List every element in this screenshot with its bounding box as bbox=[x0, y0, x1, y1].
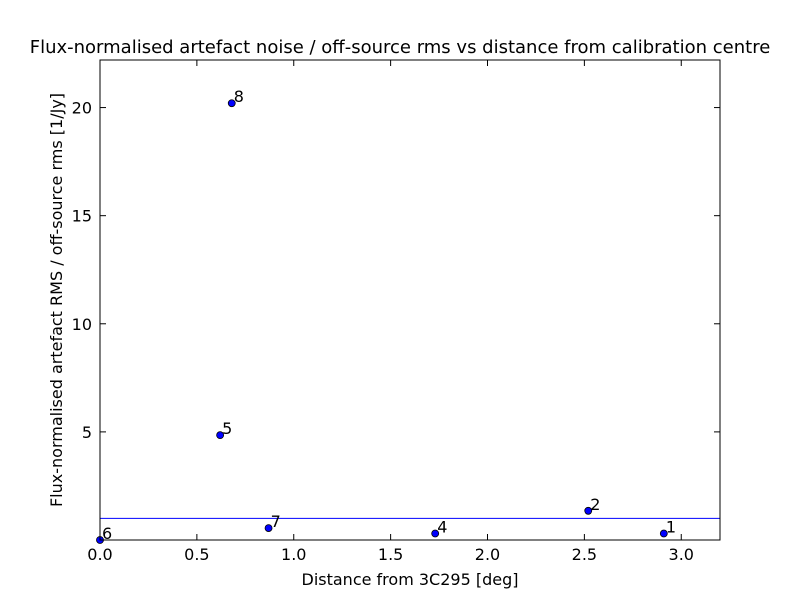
data-point-label: 6 bbox=[102, 524, 112, 543]
data-point-label: 5 bbox=[222, 419, 232, 438]
data-point bbox=[264, 524, 273, 533]
y-tick-label: 5 bbox=[82, 423, 92, 442]
x-tick-label: 0.0 bbox=[87, 545, 112, 564]
x-axis-label: Distance from 3C295 [deg] bbox=[302, 570, 519, 589]
x-tick-label: 2.5 bbox=[572, 545, 597, 564]
data-point-label: 1 bbox=[666, 518, 676, 537]
y-axis-label: Flux-normalised artefact RMS / off-sourc… bbox=[47, 93, 66, 507]
data-point-label: 4 bbox=[437, 518, 447, 537]
x-tick-label: 3.0 bbox=[669, 545, 694, 564]
data-point bbox=[584, 506, 593, 515]
x-tick-label: 0.5 bbox=[184, 545, 209, 564]
axes-frame bbox=[99, 59, 721, 541]
data-point bbox=[227, 99, 236, 108]
x-tick-label: 1.5 bbox=[378, 545, 403, 564]
x-tick-label: 1.0 bbox=[281, 545, 306, 564]
plot-area: 1 2 4 5 6 7 8 bbox=[96, 87, 720, 544]
data-point-label: 2 bbox=[590, 495, 600, 514]
x-tick-label: 2.0 bbox=[475, 545, 500, 564]
y-tick-label: 10 bbox=[72, 315, 92, 334]
data-point-label: 7 bbox=[271, 512, 281, 531]
chart-title: Flux-normalised artefact noise / off-sou… bbox=[30, 37, 771, 58]
y-tick-label: 15 bbox=[72, 207, 92, 226]
data-point bbox=[216, 431, 225, 440]
y-tick-label: 20 bbox=[72, 99, 92, 118]
data-point bbox=[431, 529, 440, 538]
data-point-label: 8 bbox=[234, 87, 244, 106]
data-point bbox=[659, 529, 668, 538]
